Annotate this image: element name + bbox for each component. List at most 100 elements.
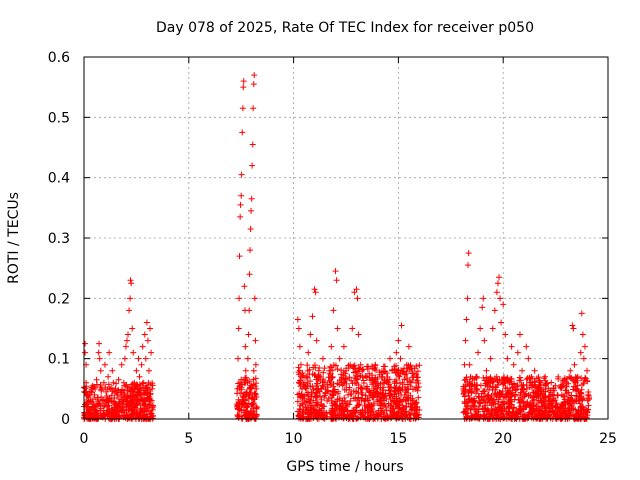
data-point [334, 325, 341, 332]
data-point [96, 355, 103, 362]
data-point [487, 411, 494, 418]
data-point [108, 392, 115, 399]
data-point [497, 392, 504, 399]
data-point [328, 409, 335, 416]
data-point [113, 403, 120, 410]
data-point [132, 415, 139, 422]
data-point [364, 405, 371, 412]
data-point [311, 362, 318, 369]
data-point [105, 381, 112, 388]
data-point [322, 390, 329, 397]
data-point [84, 391, 91, 398]
x-axis-label: GPS time / hours [286, 459, 403, 475]
data-point [577, 349, 584, 356]
data-point [139, 343, 146, 350]
data-point [253, 403, 260, 410]
data-point [98, 385, 105, 392]
data-point [356, 401, 363, 408]
data-point [376, 397, 383, 404]
data-point [299, 408, 306, 415]
data-point [570, 386, 577, 393]
data-point [138, 361, 145, 368]
data-point [542, 381, 549, 388]
data-point [104, 403, 111, 410]
x-tick-label: 15 [389, 431, 407, 447]
data-point [133, 367, 140, 374]
data-point [326, 367, 333, 374]
y-tick-label: 0.1 [48, 352, 70, 368]
data-point [500, 413, 507, 420]
data-point [116, 400, 123, 407]
data-point [485, 407, 492, 414]
data-point [314, 380, 321, 387]
data-point [321, 365, 328, 372]
data-point [379, 387, 386, 394]
data-point [401, 391, 408, 398]
data-point [125, 331, 132, 338]
data-point [462, 409, 469, 416]
data-point [402, 396, 409, 403]
data-point [360, 377, 367, 384]
data-point [244, 355, 251, 362]
data-point [516, 377, 523, 384]
data-point [580, 355, 587, 362]
data-point [560, 382, 567, 389]
data-point [463, 316, 470, 323]
data-point [401, 376, 408, 383]
data-point [121, 407, 128, 414]
data-point [102, 400, 109, 407]
data-point [380, 411, 387, 418]
data-point [234, 385, 241, 392]
data-point [134, 401, 141, 408]
data-point [488, 377, 495, 384]
data-point [528, 408, 535, 415]
data-point [316, 388, 323, 395]
data-point [311, 286, 318, 293]
data-point [327, 378, 334, 385]
x-tick-label: 25 [599, 431, 617, 447]
data-point [511, 381, 518, 388]
data-point [358, 395, 365, 402]
data-point [355, 381, 362, 388]
data-point [506, 396, 513, 403]
data-point [150, 403, 157, 410]
data-point [506, 379, 513, 386]
data-point [334, 390, 341, 397]
data-point [548, 379, 555, 386]
data-point [563, 383, 570, 390]
data-point [86, 388, 93, 395]
data-point [242, 367, 249, 374]
data-point [93, 376, 100, 383]
data-point [374, 385, 381, 392]
data-point [512, 393, 519, 400]
data-point [391, 363, 398, 370]
data-point [238, 171, 245, 178]
data-point [387, 384, 394, 391]
data-point [344, 411, 351, 418]
data-point [494, 412, 501, 419]
data-point [100, 407, 107, 414]
data-point [330, 380, 337, 387]
data-point [368, 403, 375, 410]
data-point [576, 400, 583, 407]
x-tick-label: 10 [285, 431, 303, 447]
data-point [391, 409, 398, 416]
data-point [338, 374, 345, 381]
data-point [370, 379, 377, 386]
data-point [132, 397, 139, 404]
data-point [250, 105, 257, 112]
data-point [382, 403, 389, 410]
data-point [361, 397, 368, 404]
data-point [466, 380, 473, 387]
data-point [381, 363, 388, 370]
data-point [467, 373, 474, 380]
data-point [525, 411, 532, 418]
data-point [117, 388, 124, 395]
data-point [97, 367, 104, 374]
data-point [487, 355, 494, 362]
data-point [127, 393, 134, 400]
data-point [243, 404, 250, 411]
data-point [294, 398, 301, 405]
data-point [483, 367, 490, 374]
data-point [237, 201, 244, 208]
